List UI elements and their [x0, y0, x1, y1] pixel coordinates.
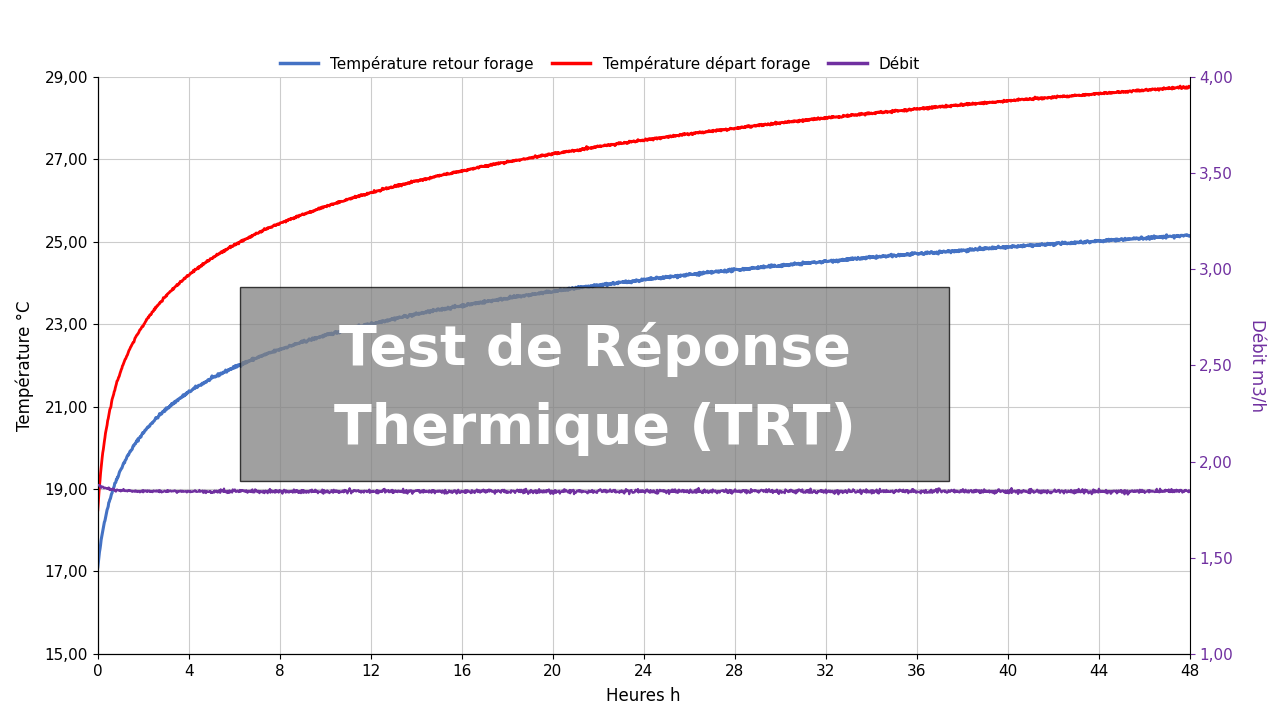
Température départ forage	[950, 102, 965, 110]
Débit	[593, 485, 608, 494]
Température départ forage	[593, 142, 608, 150]
Y-axis label: Débit m3/h: Débit m3/h	[1247, 319, 1265, 412]
Température retour forage	[1151, 233, 1166, 242]
Température retour forage	[593, 281, 608, 289]
Température retour forage	[950, 246, 965, 255]
Température départ forage	[1181, 82, 1197, 91]
Température départ forage	[1149, 85, 1165, 94]
Température retour forage	[146, 417, 161, 426]
Débit	[950, 487, 965, 495]
FancyBboxPatch shape	[239, 287, 950, 481]
Débit	[622, 490, 637, 498]
Débit	[1181, 487, 1197, 496]
Température retour forage	[1149, 233, 1165, 241]
Température départ forage	[146, 307, 161, 315]
Débit	[1151, 488, 1166, 497]
Legend: Température retour forage, Température départ forage, Débit: Température retour forage, Température d…	[274, 50, 927, 78]
Température départ forage	[1151, 84, 1166, 93]
Line: Température retour forage: Température retour forage	[97, 235, 1189, 567]
Température retour forage	[621, 276, 636, 285]
Température retour forage	[90, 563, 105, 572]
Température départ forage	[1172, 81, 1188, 90]
Line: Température départ forage: Température départ forage	[97, 86, 1189, 510]
Y-axis label: Température °C: Température °C	[15, 300, 33, 431]
X-axis label: Heures h: Heures h	[607, 687, 681, 705]
Débit	[1120, 490, 1135, 499]
Text: Thermique (TRT): Thermique (TRT)	[334, 402, 855, 456]
Température départ forage	[621, 138, 636, 147]
Température départ forage	[90, 505, 105, 514]
Débit	[91, 481, 106, 490]
Débit	[1151, 487, 1166, 495]
Text: Test de Réponse: Test de Réponse	[339, 322, 850, 377]
Température retour forage	[1158, 230, 1174, 239]
Débit	[90, 481, 105, 490]
Line: Débit: Débit	[97, 485, 1189, 495]
Débit	[146, 487, 161, 495]
Température retour forage	[1181, 232, 1197, 240]
